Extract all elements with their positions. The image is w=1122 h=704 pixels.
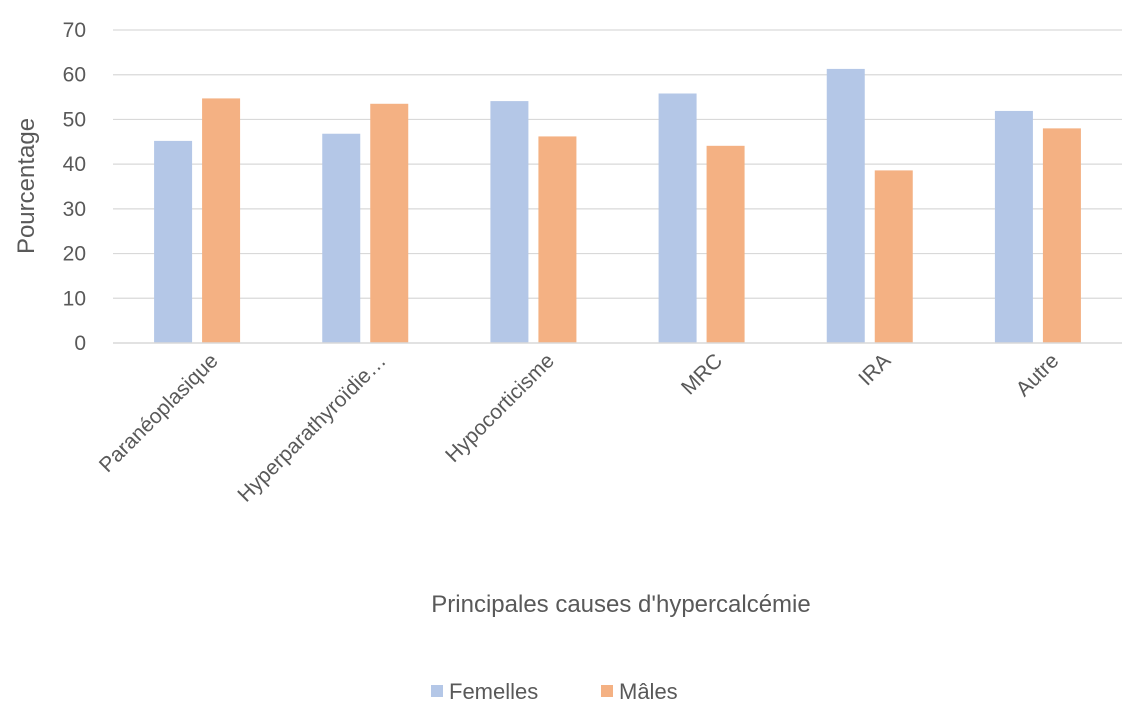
- y-tick-label: 30: [63, 198, 86, 221]
- y-tick-label: 40: [63, 153, 86, 176]
- bar-femelles: [490, 101, 529, 344]
- bar-males: [202, 98, 241, 343]
- gridlines: [113, 29, 1122, 299]
- legend-label: Mâles: [619, 679, 678, 704]
- y-axis-title: Pourcentage: [13, 118, 40, 254]
- bar-males: [874, 170, 913, 343]
- bar-femelles: [322, 133, 361, 343]
- y-axis-ticks: 0 10 20 30 40 50 60 70: [63, 19, 86, 355]
- y-tick-label: 70: [63, 19, 86, 42]
- x-axis-title: Principales causes d'hypercalcémie: [431, 591, 810, 618]
- bar-femelles: [994, 110, 1033, 343]
- y-tick-label: 50: [63, 108, 86, 131]
- x-tick-label: MRC: [677, 349, 727, 399]
- bar-femelles: [154, 140, 193, 343]
- bar-males: [370, 103, 409, 344]
- bar-femelles: [826, 68, 865, 343]
- x-tick-label: IRA: [854, 349, 895, 390]
- y-tick-label: 60: [63, 64, 86, 87]
- bar-males: [706, 145, 745, 343]
- x-axis-ticks: Paranéoplasique Hyperparathyroïdie… Hypoco…: [95, 349, 1064, 506]
- bar-males: [538, 136, 577, 343]
- bar-males: [1042, 128, 1081, 343]
- legend-label: Femelles: [449, 679, 538, 704]
- y-tick-label: 20: [63, 243, 86, 266]
- y-tick-label: 0: [74, 332, 86, 355]
- legend-swatch: [601, 685, 613, 697]
- x-tick-label: Autre: [1012, 349, 1064, 401]
- y-tick-label: 10: [63, 287, 86, 310]
- bars: [154, 68, 1081, 344]
- bar-femelles: [658, 93, 697, 343]
- x-tick-label: Paranéoplasique: [95, 349, 223, 477]
- x-tick-label: Hypocorticisme: [441, 349, 559, 467]
- legend: Femelles Mâles: [431, 679, 678, 704]
- x-tick-label: Hyperparathyroïdie…: [233, 349, 390, 506]
- legend-swatch: [431, 685, 443, 697]
